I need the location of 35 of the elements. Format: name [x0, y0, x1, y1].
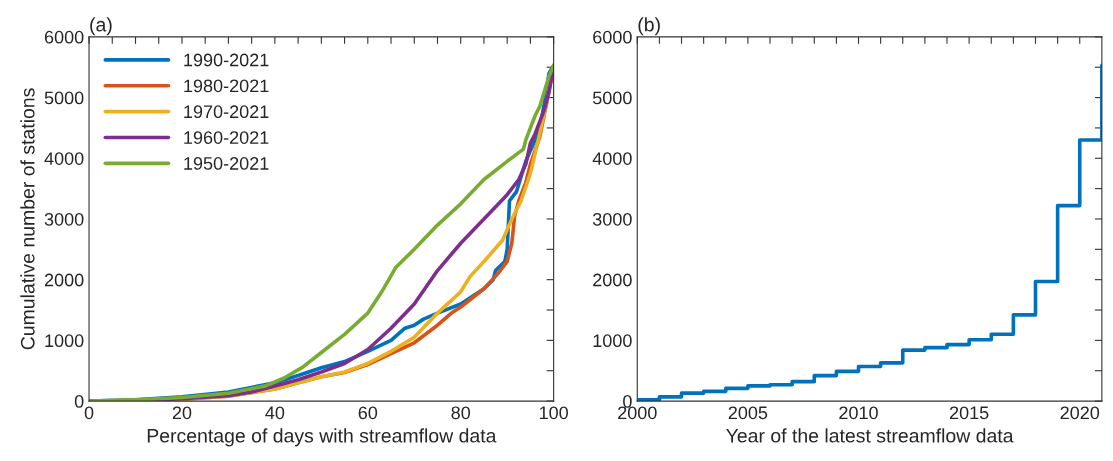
y-tick-label: 4000 [44, 152, 84, 165]
x-tick-label: 2005 [728, 406, 768, 420]
x-tick-label: 0 [84, 406, 94, 420]
x-axis-title: Year of the latest streamflow data [726, 428, 1014, 443]
y-tick-label: 0 [623, 395, 632, 408]
y-tick-label: 3000 [44, 212, 84, 226]
x-tick-label: 2015 [949, 406, 989, 420]
chart-title: (a) [90, 17, 112, 36]
x-tick-label: 2010 [839, 406, 878, 420]
x-tick-label: 2020 [1060, 406, 1100, 420]
y-tick-label: 2000 [44, 273, 84, 287]
x-tick-label: 40 [265, 406, 285, 420]
legend-label: 1950-2021 [184, 157, 269, 170]
legend-label: 1970-2021 [184, 105, 269, 119]
x-tick-label: 20 [172, 406, 192, 420]
y-tick-label: 3000 [592, 212, 632, 226]
x-tick-label: 60 [358, 406, 378, 420]
chart-title: (b) [638, 17, 660, 36]
y-tick-label: 2000 [593, 273, 632, 287]
x-tick-label: 100 [539, 406, 568, 420]
y-tick-label: 0 [74, 395, 84, 408]
y-tick-label: 1000 [45, 334, 84, 348]
legend-label: 1980-2021 [184, 79, 269, 93]
y-tick-label: 6000 [593, 30, 632, 44]
y-tick-label: 5000 [592, 91, 632, 105]
y-tick-label: 1000 [593, 334, 632, 348]
x-axis-title: Percentage of days with streamflow data [147, 428, 497, 447]
y-tick-label: 5000 [44, 91, 84, 105]
legend-label: 1960-2021 [184, 131, 269, 144]
y-axis-title: Cumulative number of stations [20, 88, 35, 350]
y-tick-label: 6000 [44, 30, 84, 44]
y-tick-label: 4000 [592, 152, 632, 165]
x-tick-label: 2000 [618, 406, 657, 420]
x-tick-label: 80 [451, 406, 471, 420]
legend-label: 1990-2021 [184, 53, 269, 67]
